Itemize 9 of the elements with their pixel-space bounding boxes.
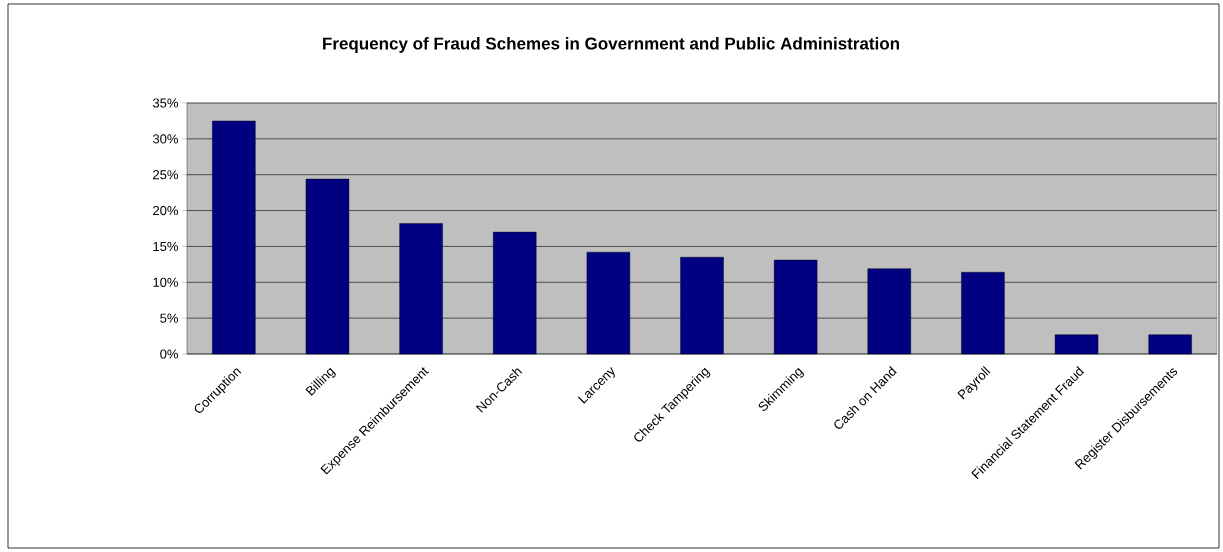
y-tick-label: 10% [153,277,179,287]
chart-title: Frequency of Fraud Schemes in Government and Public Administration [323,37,899,53]
y-tick-label: 15% [153,241,179,251]
y-tick-label: 25% [153,170,179,180]
y-tick-label: 30% [152,134,179,144]
y-tick-label: 35% [152,98,179,108]
y-tick-label: 5% [160,313,179,323]
y-tick-label: 0% [160,349,179,359]
y-tick-label: 20% [153,205,179,216]
